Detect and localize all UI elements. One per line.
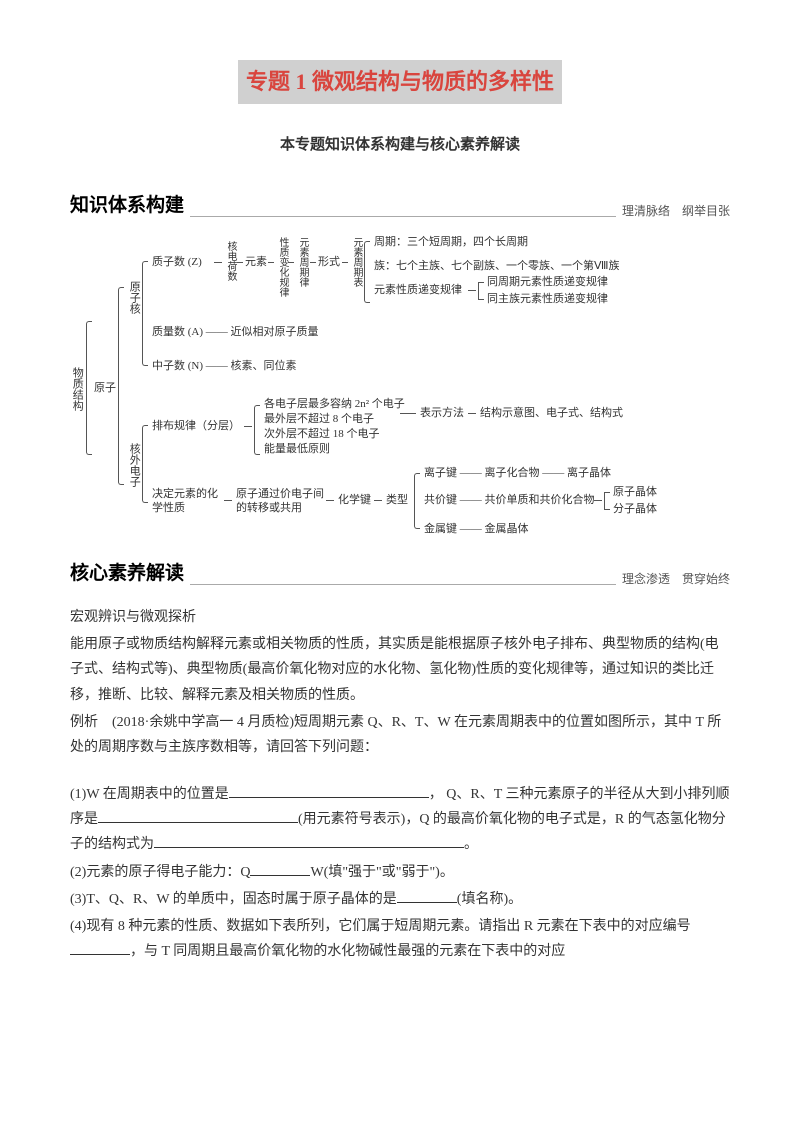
- node-cov2a: 原子晶体: [613, 485, 657, 499]
- section-tail: 理清脉络 纲举目张: [622, 201, 730, 223]
- body-heading: 宏观辨识与微观探析: [70, 605, 730, 630]
- node-decide: 决定元素的化学性质: [152, 487, 224, 516]
- section-tail: 理念渗透 贯穿始终: [622, 569, 730, 591]
- blank: [229, 797, 429, 798]
- node-cov: 共价键 —— 共价单质和共价化合物: [424, 493, 595, 507]
- question-1: (1)W 在周期表中的位置是， Q、R、T 三种元素原子的半径从大到小排列顺序是…: [70, 782, 730, 858]
- node-atom: 原子: [94, 381, 116, 395]
- question-3: (3)T、Q、R、W 的单质中，固态时属于原子晶体的是(填名称)。: [70, 887, 730, 912]
- node-vert1: 核电荷数: [224, 241, 237, 281]
- blank: [154, 847, 464, 848]
- blank: [70, 954, 130, 955]
- node-via: 原子通过价电子间的转移或共用: [236, 487, 326, 516]
- blank: [98, 822, 298, 823]
- node-form: 形式: [318, 255, 340, 269]
- node-nucleus: 原子核: [127, 281, 141, 314]
- node-layout: 排布规律（分层）: [152, 419, 240, 433]
- section-divider: [190, 584, 616, 585]
- node-repr: 表示方法: [420, 406, 464, 420]
- node-rule3: 次外层不超过 18 个电子: [264, 427, 380, 441]
- node-z: 质子数 (Z): [152, 255, 202, 269]
- knowledge-diagram: 物质结构 原子 原子核 质子数 (Z) 核电荷数 元素 性质变化规律 元素周期律…: [70, 237, 730, 537]
- node-bond: 化学键: [338, 493, 371, 507]
- body-text: 宏观辨识与微观探析 能用原子或物质结构解释元素或相关物质的性质，其实质是能根据原…: [70, 605, 730, 964]
- node-trend2: 同主族元素性质递变规律: [487, 292, 608, 306]
- section-divider: [190, 216, 616, 217]
- node-period: 周期：三个短周期，四个长周期: [374, 235, 528, 249]
- node-ptable: 元素周期表: [350, 237, 363, 287]
- node-root: 物质结构: [70, 367, 84, 411]
- paragraph: 能用原子或物质结构解释元素或相关物质的性质，其实质是能根据原子核外电子排布、典型…: [70, 632, 730, 708]
- section-label: 知识体系构建: [70, 189, 184, 223]
- page-subtitle: 本专题知识体系构建与核心素养解读: [70, 132, 730, 159]
- node-el: 元素: [245, 255, 267, 269]
- node-cov2b: 分子晶体: [613, 502, 657, 516]
- node-family: 族：七个主族、七个副族、一个零族、一个第Ⅷ族: [374, 259, 619, 273]
- section-header-core: 核心素养解读 理念渗透 贯穿始终: [70, 557, 730, 591]
- paragraph: 例析 (2018·余姚中学高一 4 月质检)短周期元素 Q、R、T、W 在元素周…: [70, 710, 730, 760]
- node-vert2: 性质变化规律: [276, 237, 289, 297]
- node-rule4: 能量最低原则: [264, 442, 330, 456]
- node-ion: 离子键 —— 离子化合物 —— 离子晶体: [424, 466, 611, 480]
- node-rule1: 各电子层最多容纳 2n² 个电子: [264, 397, 405, 411]
- node-repr2: 结构示意图、电子式、结构式: [480, 406, 623, 420]
- node-n: 中子数 (N) —— 核素、同位素: [152, 359, 297, 373]
- node-trend1: 同周期元素性质递变规律: [487, 275, 608, 289]
- blank: [250, 875, 310, 876]
- section-header-knowledge: 知识体系构建 理清脉络 纲举目张: [70, 189, 730, 223]
- node-outer: 核外电子: [127, 443, 141, 487]
- question-4: (4)现有 8 种元素的性质、数据如下表所列，它们属于短周期元素。请指出 R 元…: [70, 914, 730, 964]
- node-a: 质量数 (A) —— 近似相对原子质量: [152, 325, 319, 339]
- node-type: 类型: [386, 493, 408, 507]
- node-periodlaw: 元素周期律: [296, 237, 309, 287]
- node-met: 金属键 —— 金属晶体: [424, 522, 529, 536]
- node-rule2: 最外层不超过 8 个电子: [264, 412, 374, 426]
- section-label: 核心素养解读: [70, 557, 184, 591]
- node-trend: 元素性质递变规律: [374, 283, 462, 297]
- question-2: (2)元素的原子得电子能力：QW(填"强于"或"弱于")。: [70, 860, 730, 885]
- page-title: 专题 1 微观结构与物质的多样性: [238, 60, 562, 104]
- blank: [397, 902, 457, 903]
